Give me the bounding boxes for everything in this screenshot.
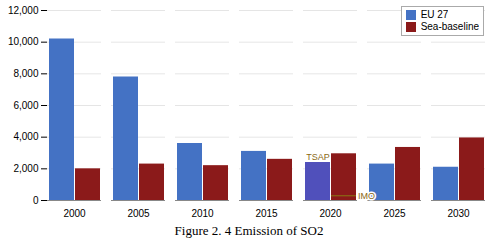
html-text:Figure 2. 4 Emission of SO2: Figure 2. 4 Emission of SO2 xyxy=(174,223,324,238)
svg-text:2015: 2015 xyxy=(255,208,278,219)
svg-text:2005: 2005 xyxy=(127,208,150,219)
svg-text:2010: 2010 xyxy=(191,208,214,219)
html-text:Sea-baseline: Sea-baseline xyxy=(420,21,479,32)
svg-text:TSAP: TSAP xyxy=(306,152,330,162)
svg-text:6,000: 6,000 xyxy=(13,100,38,111)
html-text:EU 27: EU 27 xyxy=(420,9,449,20)
svg-text:8,000: 8,000 xyxy=(13,68,38,79)
svg-text:2,000: 2,000 xyxy=(13,163,38,174)
svg-text:IMO: IMO xyxy=(358,191,375,201)
svg-text:12,000: 12,000 xyxy=(8,5,39,16)
svg-text:2000: 2000 xyxy=(63,208,86,219)
svg-text:4,000: 4,000 xyxy=(13,131,38,142)
svg-text:2025: 2025 xyxy=(383,208,406,219)
svg-text:2020: 2020 xyxy=(319,208,342,219)
svg-text:10,000: 10,000 xyxy=(8,36,39,47)
svg-text:2030: 2030 xyxy=(447,208,470,219)
svg-text:0: 0 xyxy=(33,195,39,206)
